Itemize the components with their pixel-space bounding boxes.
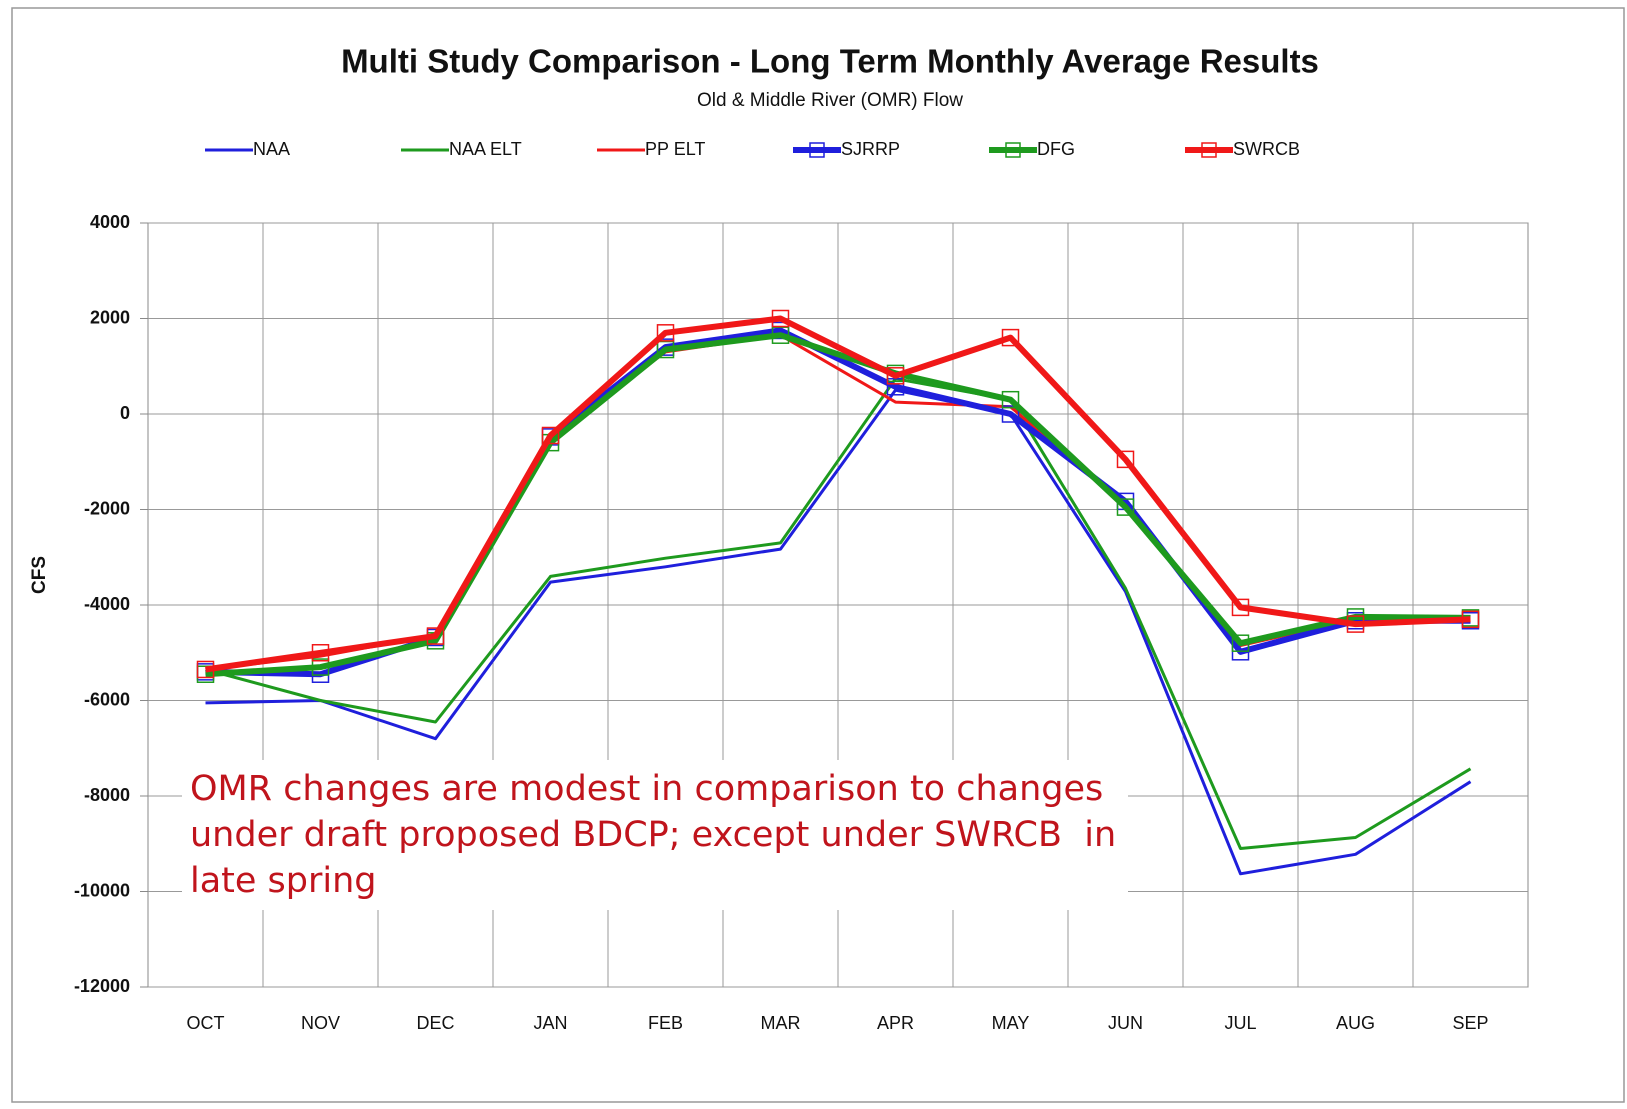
- point-marker: [1231, 598, 1250, 617]
- y-tick-label: -4000: [84, 594, 130, 614]
- point-marker: [426, 627, 445, 645]
- point-marker: [196, 660, 215, 679]
- chart-frame: [11, 7, 1625, 1103]
- y-tick-label: 0: [120, 403, 130, 423]
- point-marker: [1001, 390, 1020, 409]
- chart-title: Multi Study Comparison - Long Term Month…: [341, 43, 1319, 80]
- point-marker: [1116, 450, 1135, 469]
- annotation: OMR changes are modest in comparison to …: [182, 760, 1128, 910]
- point-marker: [1001, 328, 1020, 347]
- x-tick-label: SEP: [1452, 1013, 1488, 1033]
- y-tick-label: -12000: [74, 976, 130, 996]
- point-marker: [771, 309, 790, 328]
- legend-marker: [1005, 142, 1021, 158]
- x-tick-label: NOV: [301, 1013, 340, 1033]
- x-tick-label: JUL: [1224, 1013, 1256, 1033]
- x-tick-label: JAN: [533, 1013, 567, 1033]
- series-line: [205, 377, 1472, 850]
- y-tick-label: -2000: [84, 498, 130, 518]
- legend-marker: [809, 142, 825, 158]
- point-marker: [311, 658, 330, 676]
- point-marker: [1116, 498, 1135, 516]
- legend-marker: [1201, 142, 1217, 158]
- x-tick-label: FEB: [648, 1013, 683, 1033]
- series-line: [205, 332, 1471, 678]
- y-tick-label: 4000: [90, 212, 130, 232]
- point-marker: [656, 324, 675, 342]
- legend-label: SWRCB: [1233, 139, 1300, 159]
- legend-label: NAA: [253, 139, 290, 159]
- x-tick-label: OCT: [187, 1013, 225, 1033]
- point-marker: [1461, 610, 1480, 629]
- legend-label: DFG: [1037, 139, 1075, 159]
- legend-label: NAA ELT: [449, 139, 522, 159]
- point-marker: [1001, 405, 1020, 423]
- y-tick-label: -8000: [84, 785, 130, 805]
- point-marker: [311, 644, 330, 662]
- x-tick-label: DEC: [416, 1013, 454, 1033]
- x-tick-label: AUG: [1336, 1013, 1375, 1033]
- series-line: [205, 388, 1472, 876]
- legend-label: PP ELT: [645, 139, 705, 159]
- y-tick-label: -10000: [74, 880, 130, 900]
- point-marker: [1346, 615, 1365, 633]
- point-marker: [886, 367, 905, 385]
- x-tick-label: MAY: [992, 1013, 1030, 1033]
- chart-subtitle: Old & Middle River (OMR) Flow: [697, 90, 963, 111]
- legend-label: SJRRP: [841, 139, 900, 159]
- y-tick-label: 2000: [90, 307, 130, 327]
- y-axis-label: CFS: [29, 556, 50, 594]
- point-marker: [1231, 634, 1250, 652]
- y-tick-label: -6000: [84, 689, 130, 709]
- x-tick-label: JUN: [1108, 1013, 1143, 1033]
- x-tick-label: APR: [877, 1013, 914, 1033]
- point-marker: [541, 426, 560, 445]
- series-line: [205, 315, 1471, 673]
- x-tick-label: MAR: [761, 1013, 801, 1033]
